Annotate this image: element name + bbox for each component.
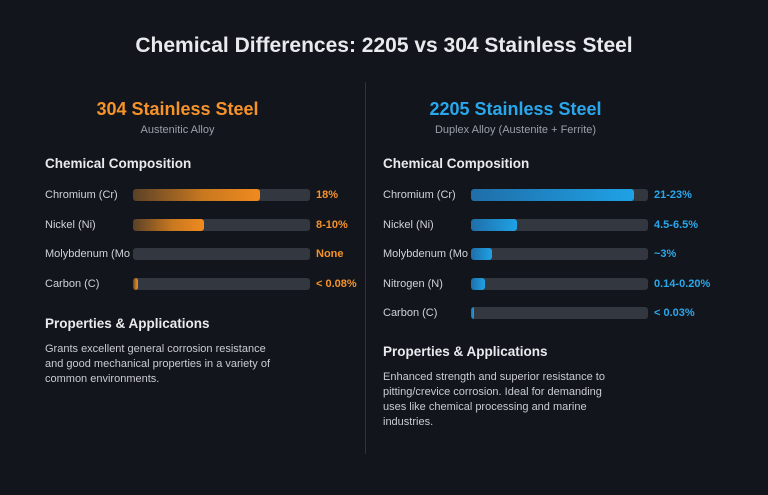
bar-track: [471, 248, 648, 260]
bar-label: Nickel (Ni): [383, 218, 434, 231]
bar-value: < 0.03%: [654, 307, 695, 319]
bar-fill: [133, 218, 204, 231]
bar-fill: [471, 248, 493, 260]
bar-fill: [133, 189, 261, 201]
bar-label: Nitrogen (N): [383, 277, 443, 290]
bar-value: 21-23%: [654, 189, 692, 201]
panel-title-2205: 2205 Stainless Steel: [429, 99, 602, 119]
bar-label: Carbon (C): [45, 277, 100, 290]
bar-value: None: [316, 248, 344, 260]
bar-fill: [471, 189, 634, 201]
bar-value: 4.5-6.5%: [654, 218, 699, 231]
bar-value: 0.14-0.20%: [654, 277, 711, 290]
bar-track: [471, 189, 648, 201]
page-title: Chemical Differences: 2205 vs 304 Stainl…: [135, 34, 633, 57]
bar-fill: [471, 307, 474, 319]
bar-label: Molybdenum (Mo: [45, 248, 130, 260]
bar-track: [133, 189, 310, 201]
bar-fill: [133, 277, 139, 290]
bar-value: 18%: [316, 189, 339, 201]
bar-track: [133, 277, 310, 290]
bar-label: Chromium (Cr): [45, 189, 118, 201]
bar-value: ~3%: [654, 248, 677, 260]
bar-label: Nickel (Ni): [45, 218, 96, 231]
panel-subtitle-2205: Duplex Alloy (Austenite + Ferrite): [434, 124, 597, 136]
bar-track: [133, 218, 310, 231]
bar-value: 8-10%: [316, 218, 348, 231]
bar-track: [471, 307, 648, 319]
bar-label: Molybdenum (Mo: [383, 248, 468, 260]
properties-heading-304: Properties & Applications: [45, 316, 210, 331]
bar-fill: [471, 218, 518, 231]
bar-fill: [471, 277, 486, 290]
properties-text-2205: Enhanced strength and superior resistanc…: [383, 371, 605, 428]
properties-text-304: Grants excellent general corrosion resis…: [45, 343, 271, 385]
properties-heading-2205: Properties & Applications: [383, 344, 548, 359]
bar-label: Chromium (Cr): [383, 189, 456, 201]
panel-title-304: 304 Stainless Steel: [96, 99, 259, 119]
bar-track: [471, 277, 648, 290]
bar-value: < 0.08%: [316, 277, 357, 290]
panel-subtitle-304: Austenitic Alloy: [140, 124, 215, 136]
composition-heading-2205: Chemical Composition: [383, 156, 530, 171]
composition-heading-304: Chemical Composition: [45, 156, 192, 171]
panel-divider: [365, 82, 366, 454]
bar-track: [133, 248, 310, 260]
bar-label: Carbon (C): [383, 307, 438, 319]
bar-track: [471, 218, 648, 231]
